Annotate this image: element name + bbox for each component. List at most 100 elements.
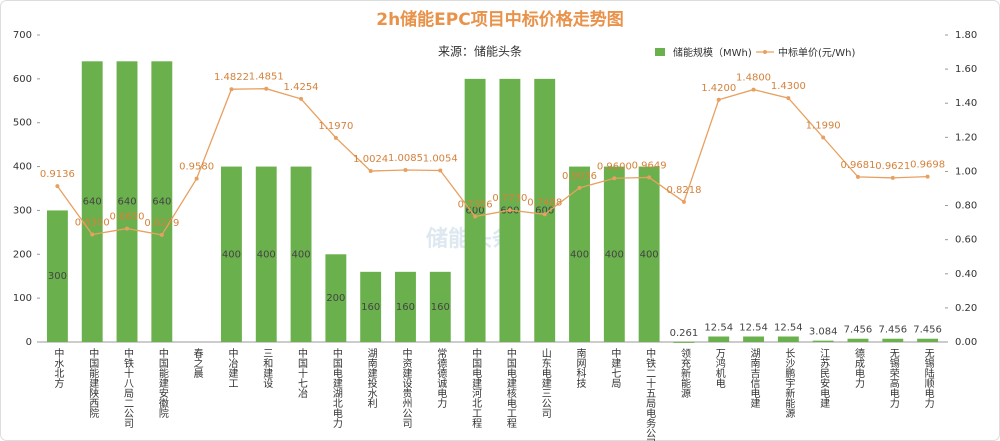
bar xyxy=(638,166,660,342)
bar-label: 400 xyxy=(257,249,276,260)
bar-label: 12.54 xyxy=(739,323,768,334)
x-tick-label: 中资建设贵州公司 xyxy=(400,347,412,428)
x-tick-label: 江苏民安电建 xyxy=(818,348,830,408)
bar-label: 160 xyxy=(431,302,450,313)
x-tick-label: 湖南吉信电建 xyxy=(748,348,760,408)
x-tick-label: 领充新能源 xyxy=(678,347,690,399)
line-label: 1.4851 xyxy=(249,72,284,83)
x-tick-label: 中水北方 xyxy=(52,347,64,389)
y-tick-label: 400 xyxy=(13,162,32,173)
bar-label: 7.456 xyxy=(844,325,873,336)
line-point xyxy=(438,168,443,173)
y2-tick-label: 0.40 xyxy=(955,269,977,280)
x-tick-label: 山东电建三公司 xyxy=(539,348,551,418)
x-tick-label: 万鸿机电 xyxy=(713,348,725,388)
bar-label: 600 xyxy=(535,205,554,216)
line-label: 1.4822 xyxy=(214,72,249,83)
line-label: 0.9698 xyxy=(910,160,945,171)
bar xyxy=(151,61,173,343)
line-point xyxy=(612,176,617,181)
line-label: 1.4800 xyxy=(736,73,771,84)
y2-tick-label: 1.20 xyxy=(955,132,977,143)
bar xyxy=(812,340,834,342)
bar-label: 400 xyxy=(292,249,311,260)
y-tick-label: 100 xyxy=(13,293,32,304)
line-point xyxy=(90,232,95,237)
x-tick-label: 中国十七冶 xyxy=(296,347,308,399)
x-tick-label: 德成电力 xyxy=(852,347,864,389)
bar xyxy=(360,271,382,342)
y2-tick-label: 1.60 xyxy=(955,64,977,75)
line-point xyxy=(194,176,199,181)
x-tick-label: 春之晨 xyxy=(191,348,203,379)
line-point xyxy=(507,208,512,213)
x-tick-label: 中冶建工 xyxy=(226,347,238,388)
line-point xyxy=(925,174,930,179)
line-label: 0.6279 xyxy=(144,218,179,229)
line-label: 0.9621 xyxy=(875,161,910,172)
bar xyxy=(847,338,869,342)
bar-label: 400 xyxy=(222,249,241,260)
bar xyxy=(429,271,451,342)
x-tick-label: 中建七局 xyxy=(609,347,621,389)
y2-tick-label: 1.40 xyxy=(955,98,977,109)
bar xyxy=(917,338,939,342)
line-label: 0.9600 xyxy=(597,161,632,172)
x-tick-label: 中铁二十五局电务公司 xyxy=(644,347,656,441)
y-tick-label: 600 xyxy=(13,74,32,85)
x-tick-label: 中国电建湖北电力 xyxy=(330,347,342,429)
bar xyxy=(255,166,277,342)
bar xyxy=(46,210,68,342)
x-tick-label: 湖南建投水利 xyxy=(365,348,377,408)
x-tick-label: 无锡荣高电力 xyxy=(887,348,899,409)
bar-label: 400 xyxy=(640,249,659,260)
x-tick-label: 中国电建核电工程 xyxy=(504,347,516,428)
line-point xyxy=(159,232,164,237)
line-point xyxy=(264,86,269,91)
y-tick-label: 300 xyxy=(13,205,32,216)
line-point xyxy=(821,135,826,140)
line-label: 0.6650 xyxy=(110,212,145,223)
bar-label: 300 xyxy=(48,271,67,282)
bar-label: 640 xyxy=(117,197,136,208)
line-point xyxy=(229,87,234,92)
line-label: 0.9580 xyxy=(179,162,214,173)
bar xyxy=(569,166,590,342)
legend-label: 中标单价(元/Wh) xyxy=(778,46,855,59)
bar xyxy=(116,61,138,343)
chart-title: 2h储能EPC项目中标价格走势图 xyxy=(376,9,623,30)
bar-label: 640 xyxy=(152,197,171,208)
bar-label: 200 xyxy=(326,293,345,304)
line xyxy=(56,88,928,236)
line-label: 0.7356 xyxy=(458,200,493,211)
bar xyxy=(325,254,347,342)
legend-swatch xyxy=(655,48,665,56)
bar-label: 160 xyxy=(361,302,380,313)
bar-label: 160 xyxy=(396,302,415,313)
x-tick-label: 中国能建陕西院 xyxy=(87,347,99,419)
line-label: 1.0024 xyxy=(353,154,388,165)
line-label: 0.9681 xyxy=(840,160,875,171)
y-tick-label: 200 xyxy=(13,249,32,260)
bar-label: 12.54 xyxy=(704,323,733,334)
legend-label: 储能规模（MWh) xyxy=(673,46,752,59)
bar xyxy=(882,338,904,342)
bar xyxy=(81,61,103,343)
y2-tick-label: 1.00 xyxy=(955,166,977,177)
line-label: 1.0054 xyxy=(423,154,458,165)
x-tick-label: 无锡陆顺电力 xyxy=(922,348,934,409)
line-point xyxy=(125,226,130,231)
x-tick-label: 中国能建安徽院 xyxy=(156,347,168,419)
line-point xyxy=(542,212,547,217)
line-point xyxy=(786,96,791,101)
bar-label: 7.456 xyxy=(878,325,907,336)
x-tick-label: 三和建设 xyxy=(261,348,273,389)
line-label: 0.7488 xyxy=(527,197,562,208)
line-point xyxy=(681,199,686,204)
bar-label: 3.084 xyxy=(809,327,838,338)
bar-label: 400 xyxy=(570,249,589,260)
bar-label: 12.54 xyxy=(774,323,803,334)
bar xyxy=(708,336,730,342)
line-label: 1.1990 xyxy=(806,121,841,132)
